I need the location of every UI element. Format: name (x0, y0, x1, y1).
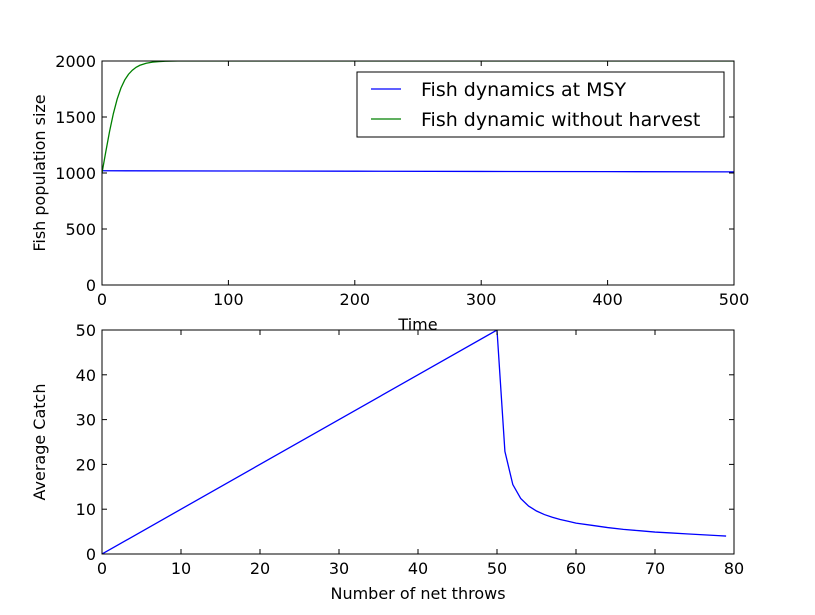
y-tick-label: 30 (76, 411, 96, 430)
y-tick-label: 10 (76, 500, 96, 519)
x-tick-label: 10 (171, 559, 191, 578)
series-line-series-0 (102, 330, 727, 554)
x-tick-label: 50 (487, 559, 507, 578)
x-tick-label: 400 (592, 290, 623, 309)
x-tick-label: 60 (566, 559, 586, 578)
legend-box (356, 71, 725, 138)
y-tick-label: 1500 (55, 108, 96, 127)
x-tick-label: 100 (213, 290, 244, 309)
y-tick-label: 0 (86, 545, 96, 564)
y-axis-label: Fish population size (30, 94, 49, 251)
x-tick-label: 500 (719, 290, 750, 309)
x-axis-label: Time (397, 315, 437, 334)
bottom-subplot: 0 10 20 30 40 50 60 70 80 0 10 20 30 40 50 Number of ne… (30, 321, 744, 603)
y-tick-label: 500 (65, 220, 96, 239)
top-subplot: 0 100 200 300 400 500 0 500 1000 1500 2000 Time Fish… (30, 52, 749, 334)
x-tick-label: 0 (97, 559, 107, 578)
y-tick-label: 50 (76, 321, 96, 340)
y-axis-label: Average Catch (30, 384, 49, 501)
y-tick-label: 40 (76, 366, 96, 385)
y-tick-label: 2000 (55, 52, 96, 71)
x-axis-label: Number of net throws (330, 584, 505, 603)
x-tick-label: 70 (645, 559, 665, 578)
x-tick-label: 30 (329, 559, 349, 578)
y-tick-label: 1000 (55, 164, 96, 183)
legend: Fish dynamics at MSY Fish dynamic without… (356, 71, 725, 138)
x-tick-label: 200 (340, 290, 371, 309)
legend-entry: Fish dynamic without harvest (421, 109, 700, 131)
x-tick-label: 20 (250, 559, 270, 578)
x-tick-label: 300 (466, 290, 497, 309)
x-tick-label: 0 (97, 290, 107, 309)
legend-entry: Fish dynamics at MSY (421, 79, 627, 101)
x-tick-label: 40 (408, 559, 428, 578)
series-line-fish-dynamics-at-msy (102, 170, 734, 173)
series-line-fish-dynamic-without-harvest (102, 61, 734, 174)
x-tick-label: 80 (724, 559, 744, 578)
y-tick-label: 20 (76, 455, 96, 474)
y-tick-label: 0 (86, 276, 96, 295)
